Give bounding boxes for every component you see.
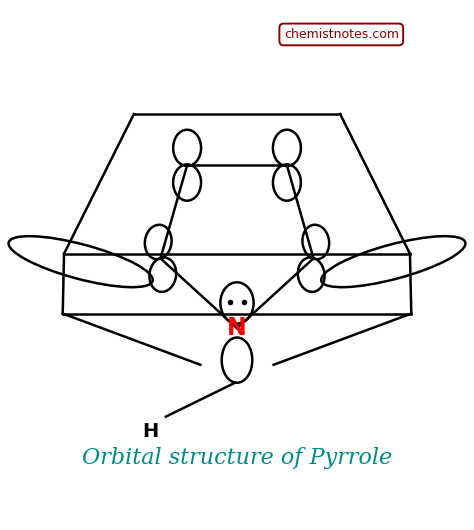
Text: chemistnotes.com: chemistnotes.com (284, 28, 399, 41)
Text: N: N (227, 316, 247, 340)
Text: Orbital structure of Pyrrole: Orbital structure of Pyrrole (82, 447, 392, 469)
Text: H: H (142, 422, 159, 441)
